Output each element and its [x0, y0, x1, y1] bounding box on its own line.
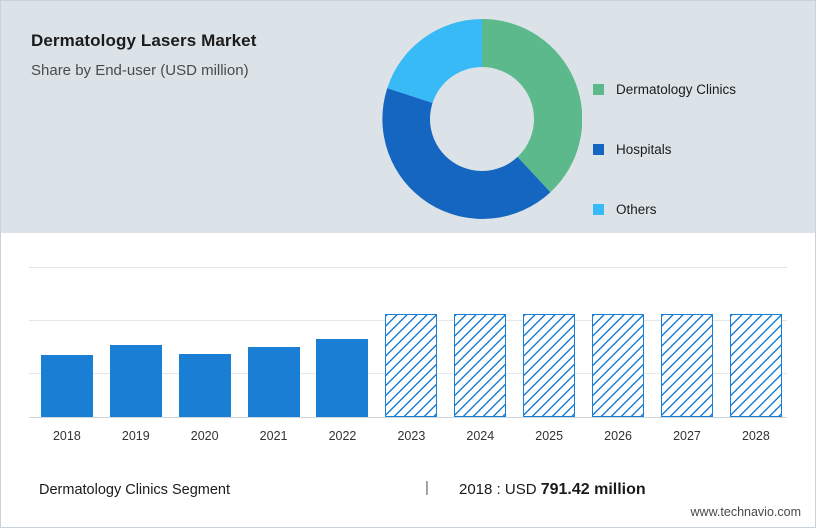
page-title: Dermatology Lasers Market: [31, 31, 257, 50]
footer: Dermatology Clinics Segment | 2018 : USD…: [1, 465, 815, 527]
segment-label: Dermatology Clinics Segment: [39, 482, 230, 498]
bar-column-2018: [29, 355, 105, 417]
bar-actual: [109, 345, 162, 417]
bar-series: 2018 2019 2020 2021 2022: [29, 233, 787, 465]
x-tick-label: 2024: [466, 429, 495, 443]
legend: Dermatology Clinics Hospitals Others: [593, 59, 793, 239]
bar-column-2024: [442, 314, 518, 417]
bar-forecast: [729, 314, 782, 417]
x-tick-label: 2028: [741, 429, 770, 443]
bar-column-2022: [305, 339, 381, 417]
bar-column-2020: [167, 354, 243, 417]
bar-forecast: [523, 314, 576, 417]
bar-forecast: [454, 314, 507, 417]
donut-svg: [382, 18, 583, 219]
legend-label: Others: [616, 201, 657, 217]
bar-chart: 2018 2019 2020 2021 2022: [1, 233, 815, 465]
bar-forecast: [660, 314, 713, 417]
bar-forecast: [385, 314, 438, 417]
bar-actual: [40, 355, 93, 417]
bar-column-2019: [98, 345, 174, 417]
source-url: www.technavio.com: [690, 505, 801, 519]
legend-item-hospitals: Hospitals: [593, 119, 793, 179]
bar-actual: [316, 339, 369, 417]
donut-chart: [382, 18, 583, 219]
donut-hole: [430, 67, 534, 171]
legend-swatch-icon: [593, 143, 604, 155]
x-tick-label: 2019: [121, 429, 150, 443]
segment-value-prefix: 2018 : USD: [459, 481, 541, 498]
x-tick-label: 2020: [190, 429, 219, 443]
x-tick-label: 2027: [673, 429, 701, 443]
segment-value-amount: 791.42 million: [540, 481, 646, 498]
segment-value: 2018 : USD 791.42 million: [459, 481, 646, 499]
bar-actual: [247, 347, 300, 417]
bar-forecast: [592, 314, 645, 417]
legend-label: Hospitals: [616, 141, 672, 157]
legend-item-others: Others: [593, 179, 793, 239]
bar-column-2025: [511, 314, 587, 417]
x-tick-label: 2026: [604, 429, 632, 443]
legend-swatch-icon: [593, 83, 604, 95]
legend-swatch-icon: [593, 203, 604, 215]
bar-actual: [178, 354, 231, 417]
x-tick-label: 2018: [52, 429, 81, 443]
x-tick-label: 2025: [535, 429, 564, 443]
page-subtitle: Share by End-user (USD million): [31, 62, 249, 79]
footer-divider: |: [425, 479, 429, 496]
bar-column-2023: [374, 314, 450, 417]
gridline: [29, 267, 787, 268]
bar-column-2021: [236, 347, 312, 417]
x-tick-label: 2023: [397, 429, 426, 443]
bar-column-2027: [649, 314, 725, 417]
legend-item-dermatology-clinics: Dermatology Clinics: [593, 59, 793, 119]
header-panel: Dermatology Lasers Market Share by End-u…: [1, 1, 815, 233]
legend-label: Dermatology Clinics: [616, 81, 737, 97]
bar-column-2028: [718, 314, 794, 417]
x-axis-line: [29, 417, 787, 418]
x-tick-label: 2021: [259, 429, 288, 443]
bar-column-2026: [580, 314, 656, 417]
x-tick-label: 2022: [328, 429, 357, 443]
